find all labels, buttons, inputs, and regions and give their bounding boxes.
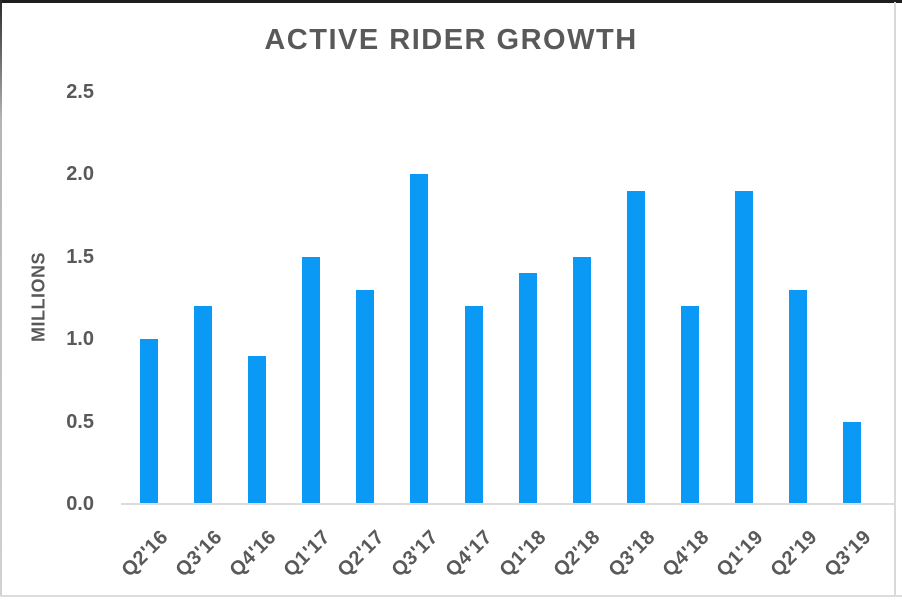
x-tick-label: Q3'16: [171, 526, 227, 582]
y-tick-label: 2.5: [66, 80, 94, 103]
y-tick-label: 1.0: [66, 328, 94, 350]
bar: [788, 289, 807, 504]
y-tick-label: 2.0: [66, 163, 94, 185]
bar-column: [555, 91, 609, 504]
bar-column: [663, 91, 717, 504]
bar-column: [392, 91, 446, 504]
bar: [248, 355, 267, 504]
bar: [302, 256, 321, 504]
bar: [843, 421, 862, 504]
x-tick-label: Q2'18: [549, 526, 606, 582]
bar: [356, 289, 375, 504]
bar-column: [176, 91, 230, 504]
x-label-cell: Q3'19: [820, 504, 879, 600]
bar-column: [338, 91, 392, 504]
bar: [518, 273, 537, 504]
x-tick-label: Q4'18: [658, 526, 714, 582]
x-label-cell: Q3'17: [388, 504, 446, 600]
x-label-cell: Q3'18: [604, 504, 663, 600]
bar-column: [501, 91, 555, 504]
bar: [626, 190, 645, 504]
bar-column: [771, 91, 825, 504]
x-tick-label: Q2'17: [333, 526, 389, 582]
x-label-cell: Q4'18: [658, 504, 717, 600]
x-tick-label: Q1'18: [495, 526, 552, 582]
x-label-cell: Q2'18: [550, 504, 609, 600]
bar: [734, 190, 753, 504]
x-axis-labels: Q2'16 Q3'16 Q4'16 Q1'17 Q2'17 Q3'17 Q4'17 Q1'18…: [117, 504, 879, 600]
frame-bottom-border: [0, 595, 902, 597]
x-tick-label: Q2'19: [766, 526, 822, 582]
x-tick-label: Q1'17: [279, 526, 335, 582]
frame-left-border: [0, 0, 2, 597]
bar-column: [717, 91, 771, 504]
y-tick-label: 0.0: [66, 493, 94, 515]
bar: [140, 339, 159, 504]
x-tick-label: Q3'17: [387, 526, 443, 582]
bar: [410, 174, 429, 504]
bar: [572, 256, 591, 504]
x-tick-label: Q2'16: [117, 526, 173, 582]
x-label-cell: Q2'17: [334, 504, 392, 600]
x-label-cell: Q1'17: [280, 504, 338, 600]
y-tick-label: 0.5: [66, 410, 94, 433]
x-tick-label: Q1'19: [712, 526, 768, 582]
chart-title: ACTIVE RIDER GROWTH: [264, 24, 638, 56]
y-tick-label: 1.5: [66, 245, 94, 268]
x-tick-label: Q3'19: [820, 526, 876, 582]
bar: [680, 306, 699, 504]
bar-column: [609, 91, 663, 504]
bar-column: [446, 91, 500, 504]
frame-right-border: [894, 2, 896, 596]
bar: [464, 306, 483, 504]
x-tick-label: Q4'17: [441, 526, 498, 582]
x-tick-label: Q4'16: [225, 526, 281, 582]
x-label-cell: Q4'16: [225, 504, 284, 600]
bar-column: [230, 91, 284, 504]
frame-top-border: [0, 0, 902, 3]
x-axis-line: [121, 503, 896, 505]
x-label-cell: Q3'16: [171, 504, 230, 600]
bar-column: [825, 91, 879, 504]
x-label-cell: Q1'18: [496, 504, 555, 600]
bar-column: [284, 91, 338, 504]
bar-column: [122, 91, 176, 504]
x-label-cell: Q1'19: [712, 504, 771, 600]
x-label-cell: Q2'19: [766, 504, 825, 600]
plot-area: [122, 91, 879, 504]
bar: [194, 306, 213, 504]
x-label-cell: Q4'17: [442, 504, 500, 600]
x-tick-label: Q3'18: [604, 526, 660, 582]
x-label-cell: Q2'16: [117, 504, 176, 600]
